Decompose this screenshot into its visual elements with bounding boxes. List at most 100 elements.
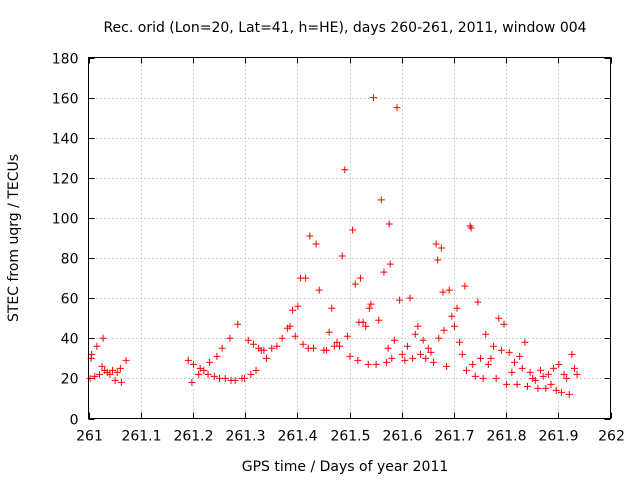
data-point: [518, 364, 526, 372]
data-point: [474, 298, 482, 306]
x-tick-label: 261.5: [330, 429, 370, 445]
data-point: [462, 366, 470, 374]
data-point: [414, 322, 422, 330]
data-point: [356, 274, 364, 282]
data-point: [427, 348, 435, 356]
data-point: [189, 360, 197, 368]
data-point: [299, 340, 307, 348]
data-point: [557, 388, 565, 396]
data-point: [247, 370, 255, 378]
data-point: [210, 372, 218, 380]
x-tick-label: 261.9: [538, 429, 578, 445]
data-point: [377, 196, 385, 204]
data-point: [542, 384, 550, 392]
data-point: [458, 350, 466, 358]
data-points: [86, 94, 581, 398]
data-point: [500, 320, 508, 328]
data-point: [424, 344, 432, 352]
data-point: [467, 224, 475, 232]
x-tick-label: 261.7: [434, 429, 474, 445]
data-point: [450, 322, 458, 330]
y-tick-label: 20: [61, 372, 79, 388]
data-point: [109, 366, 117, 374]
data-point: [343, 332, 351, 340]
data-point: [396, 296, 404, 304]
data-point: [263, 354, 271, 362]
data-point: [398, 350, 406, 358]
data-point: [435, 334, 443, 342]
x-tick-label: 261.6: [382, 429, 422, 445]
data-point: [91, 372, 99, 380]
data-point: [403, 342, 411, 350]
x-tick-label: 261: [76, 429, 103, 445]
data-point: [333, 338, 341, 346]
x-tick-labels: 261 261.1 261.2 261.3 261.4 261.5 261.6 261.7 26…: [76, 429, 625, 445]
data-point: [510, 358, 518, 366]
data-point: [99, 334, 107, 342]
data-point: [364, 360, 372, 368]
data-point: [286, 322, 294, 330]
data-point: [430, 358, 438, 366]
grid: [88, 57, 611, 419]
y-tick-labels: 0 20 40 60 80 100 120 140 160 180: [52, 52, 79, 429]
data-point: [479, 374, 487, 382]
data-point: [375, 316, 383, 324]
data-point: [539, 372, 547, 380]
data-point: [249, 340, 257, 348]
chart-title: Rec. orid (Lon=20, Lat=41, h=HE), days 2…: [103, 20, 586, 36]
data-point: [93, 342, 101, 350]
y-tick-label: 100: [52, 212, 79, 228]
data-point: [111, 376, 119, 384]
data-point: [226, 334, 234, 342]
data-point: [325, 328, 333, 336]
data-point: [221, 374, 229, 382]
data-point: [244, 336, 252, 344]
data-point: [495, 314, 503, 322]
data-point: [531, 376, 539, 384]
data-point: [315, 286, 323, 294]
data-point: [200, 366, 208, 374]
data-point: [552, 386, 560, 394]
data-point: [563, 374, 571, 382]
data-point: [383, 358, 391, 366]
data-point: [513, 380, 521, 388]
data-point: [432, 240, 440, 248]
data-point: [273, 342, 281, 350]
y-tick-label: 80: [61, 252, 79, 268]
data-point: [448, 312, 456, 320]
data-point: [416, 350, 424, 358]
x-tick-label: 261.4: [277, 429, 317, 445]
data-point: [401, 356, 409, 364]
data-point: [206, 358, 214, 366]
data-point: [188, 378, 196, 386]
data-point: [354, 356, 362, 364]
data-point: [231, 376, 239, 384]
data-point: [508, 368, 516, 376]
data-point: [365, 304, 373, 312]
data-point: [393, 104, 401, 112]
data-point: [388, 354, 396, 362]
data-point: [196, 364, 204, 372]
plot-frame: [88, 57, 611, 419]
y-tick-label: 140: [52, 132, 79, 148]
data-point: [370, 94, 378, 102]
data-point: [568, 350, 576, 358]
data-point: [241, 374, 249, 382]
data-point: [547, 380, 555, 388]
data-point: [306, 232, 314, 240]
data-point: [526, 368, 534, 376]
data-point: [122, 356, 130, 364]
axis-ticks: [88, 57, 612, 420]
data-point: [492, 374, 500, 382]
data-point: [437, 244, 445, 252]
data-point: [534, 384, 542, 392]
data-point: [439, 288, 447, 296]
data-point: [497, 346, 505, 354]
data-point: [116, 364, 124, 372]
data-point: [234, 320, 242, 328]
y-tick-label: 180: [52, 52, 79, 68]
data-point: [113, 368, 121, 376]
data-point: [289, 306, 297, 314]
y-tick-label: 40: [61, 332, 79, 348]
data-point: [434, 256, 442, 264]
